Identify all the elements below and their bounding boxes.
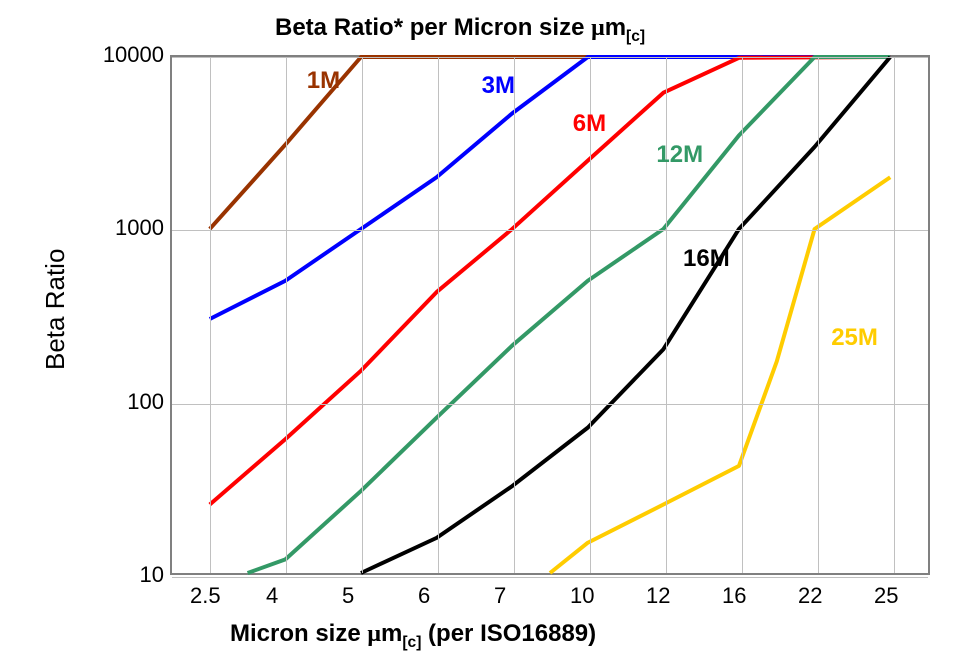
x-tick-label: 6 [418,583,430,609]
y-tick-label: 1000 [115,215,164,241]
series-label-16M: 16M [683,245,730,273]
x-axis-label: Micron size μm[c] (per ISO16889) [230,620,596,652]
gridline-h [172,57,928,58]
chart-title: Beta Ratio* per Micron size μm[c] [275,14,645,46]
series-line-25M [550,177,890,573]
y-tick-label: 10000 [103,42,164,68]
series-label-3M: 3M [482,72,515,100]
plot-area [170,55,930,575]
gridline-h [172,577,928,578]
series-label-12M: 12M [656,141,703,169]
series-label-25M: 25M [831,324,878,352]
gridline-v [894,57,895,573]
x-tick-label: 12 [646,583,670,609]
gridline-v [818,57,819,573]
y-tick-label: 10 [140,562,164,588]
gridline-v [742,57,743,573]
x-tick-label: 16 [722,583,746,609]
x-tick-label: 7 [494,583,506,609]
x-tick-label: 22 [798,583,822,609]
x-tick-label: 10 [570,583,594,609]
series-label-6M: 6M [573,110,606,138]
y-axis-label: Beta Ratio [40,249,71,370]
series-label-1M: 1M [307,67,340,95]
gridline-v [362,57,363,573]
series-line-12M [248,57,891,573]
gridline-h [172,230,928,231]
y-tick-label: 100 [127,389,164,415]
series-line-16M [361,57,890,573]
gridline-v [514,57,515,573]
x-tick-label: 4 [266,583,278,609]
series-line-6M [210,57,890,505]
beta-ratio-chart: Beta Ratio* per Micron size μm[c] Beta R… [0,0,966,662]
gridline-v [210,57,211,573]
gridline-v [438,57,439,573]
x-tick-label: 5 [342,583,354,609]
series-line-3M [210,57,890,319]
gridline-v [666,57,667,573]
gridline-h [172,404,928,405]
x-tick-label: 25 [874,583,898,609]
x-tick-label: 2.5 [190,583,221,609]
gridline-v [286,57,287,573]
